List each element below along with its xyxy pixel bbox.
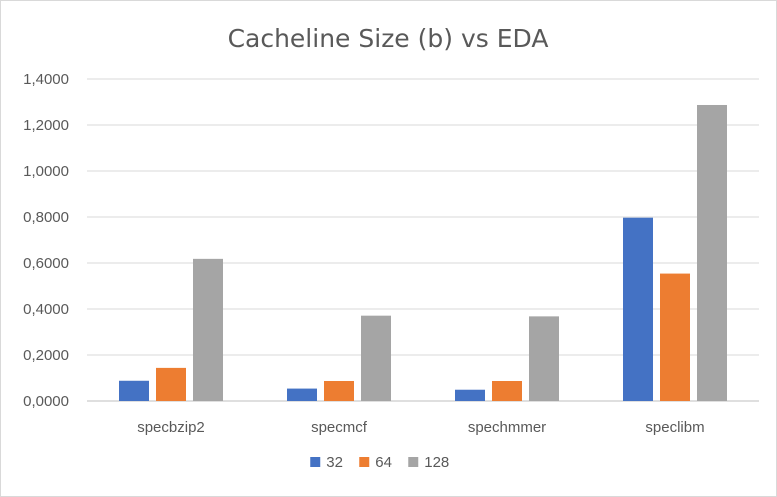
legend-label: 32 [326,454,343,471]
x-category-label: spechmmer [468,419,546,436]
y-tick-label: 0,4000 [23,301,69,318]
legend-swatch-32 [310,457,321,467]
bar-specmcf-32 [287,388,317,401]
y-tick-label: 0,2000 [23,347,69,364]
legend-swatch-128 [408,457,419,467]
y-tick-label: 0,6000 [23,255,69,272]
bar-specbzip2-32 [119,380,149,401]
bar-spechmmer-128 [529,316,559,401]
y-tick-label: 1,2000 [23,117,69,134]
bar-specmcf-128 [361,315,391,401]
y-tick-label: 0,8000 [23,209,69,226]
bar-speclibm-64 [660,273,690,401]
x-category-label: specmcf [311,419,368,436]
legend-label: 128 [424,454,449,471]
y-tick-label: 1,0000 [23,163,69,180]
bar-specbzip2-64 [156,367,186,401]
bar-spechmmer-32 [455,389,485,401]
x-category-label: specbzip2 [137,419,205,436]
bar-spechmmer-64 [492,380,522,401]
legend-swatch-64 [359,457,370,467]
legend-label: 64 [375,454,392,471]
chart-title: Cacheline Size (b) vs EDA [228,24,549,53]
bar-specmcf-64 [324,380,354,401]
bar-specbzip2-128 [193,258,223,401]
y-tick-label: 1,4000 [23,71,69,88]
x-category-label: speclibm [645,419,704,436]
bar-speclibm-32 [623,217,653,401]
bar-speclibm-128 [697,104,727,402]
y-tick-label: 0,0000 [23,393,69,410]
